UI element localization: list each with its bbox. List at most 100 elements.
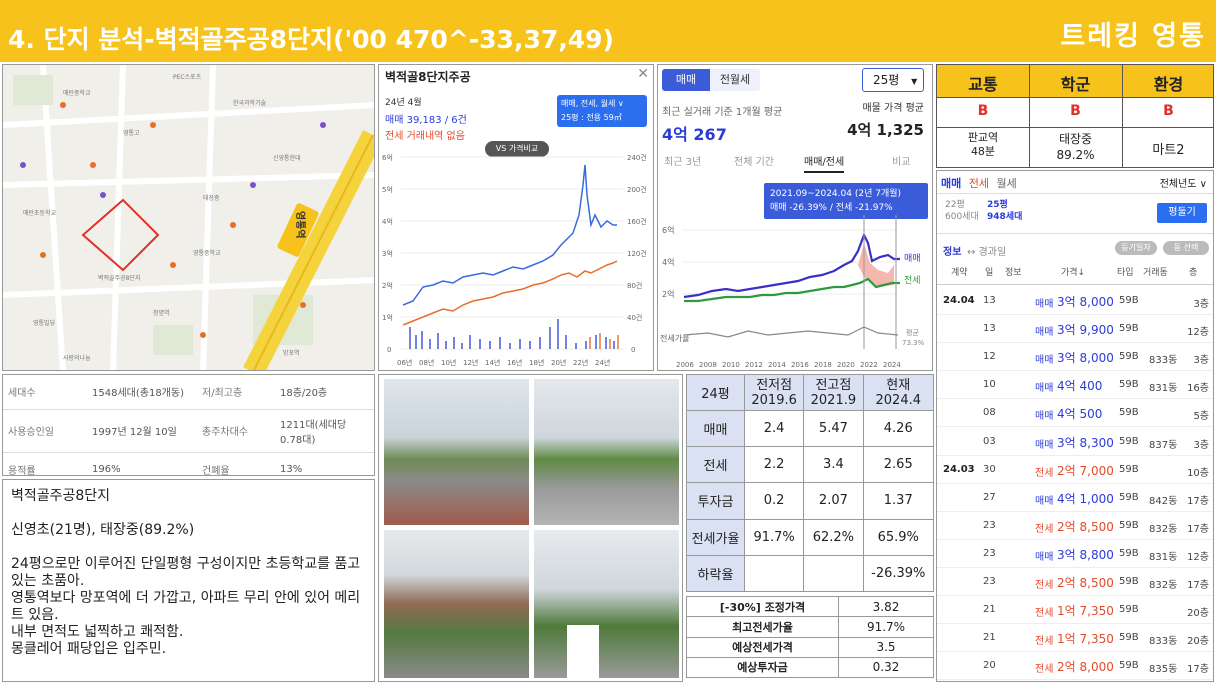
trade-row[interactable]: 23 전세 2억 8,500 59B 832동 17층 — [937, 568, 1213, 596]
x-tick: 08년 — [419, 358, 434, 367]
trade-row[interactable]: 23 전세 2억 8,500 59B 832동 17층 — [937, 512, 1213, 540]
trade-row[interactable]: 08 매매 4억 500 59B 5층 — [937, 399, 1213, 428]
trade-kind: 전세 — [1035, 608, 1054, 620]
size-option-25[interactable]: 25평 948세대 — [987, 199, 1022, 223]
trade-row[interactable]: 21 전세 1억 7,350 59B 20층 — [937, 596, 1213, 625]
trade-row[interactable]: 13 매매 3억 9,900 59B 12층 — [937, 315, 1213, 344]
size-option-22[interactable]: 22평 600세대 — [945, 199, 979, 223]
price-chart-title: 벽적골8단지주공 — [385, 70, 471, 84]
trade-dong: 831동 — [1149, 551, 1178, 563]
trade-dong: 835동 — [1149, 664, 1178, 676]
y2-tick: 40건 — [627, 313, 642, 322]
y-tick: 1억 — [382, 314, 393, 322]
trade-row[interactable]: 24.04 13 매매 3억 8,000 59B 3층 — [937, 287, 1213, 315]
photo-street-1[interactable] — [384, 379, 529, 525]
price-cell: 4.26 — [862, 409, 934, 448]
trade-day: 21 — [983, 632, 996, 644]
trade-price: 4억 500 — [1057, 407, 1103, 422]
trade-kind: 매매 — [1035, 495, 1054, 507]
photo-building-3[interactable] — [384, 530, 529, 678]
price-cell — [743, 554, 805, 593]
trade-row[interactable]: 23 매매 3억 8,800 59B 831동 12층 — [937, 540, 1213, 568]
tab-trade-buy[interactable]: 매매 — [941, 177, 962, 190]
trade-kind: 전세 — [1035, 580, 1054, 591]
trade-day: 20 — [983, 660, 996, 672]
trade-type-dropdown[interactable]: 매매, 전세, 월세 ∨ 25평 : 전용 59㎡ — [557, 95, 647, 127]
swap-days-label[interactable]: ↔ 경과일 — [967, 247, 1007, 258]
price-summary: 매매 39,183 / 6건 — [385, 115, 467, 126]
trade-floor: 16층 — [1187, 383, 1209, 395]
x-tick: 2016 — [791, 361, 809, 369]
year-filter[interactable]: 전체년도 ∨ — [1159, 179, 1207, 190]
info-value: 1997년 12월 10일 — [87, 409, 197, 453]
tooltip-period: 2021.09~2024.04 (2년 7개월) — [770, 189, 902, 199]
tab-rent[interactable]: 전월세 — [710, 69, 760, 91]
price-cell: -26.39% — [862, 554, 934, 593]
price-row-label: 전세가율 — [686, 518, 745, 556]
map-panel[interactable]: PEC스포츠 매탄중학교 한국과학기술 영통고 신영통현대 매탄초등학교 영통중… — [2, 64, 375, 371]
tab-all-period[interactable]: 전체 기간 — [734, 157, 774, 168]
buy-price-line — [402, 164, 617, 306]
trade-tabs: 매매 전세 월세 — [941, 175, 1017, 191]
trade-type: 59B — [1119, 660, 1139, 672]
info-key: 용적률 — [3, 452, 87, 475]
summary-value: 91.7% — [838, 616, 934, 638]
map-label: 망포역 — [283, 349, 300, 357]
trade-row[interactable]: 10 매매 4억 400 59B 831동 16층 — [937, 371, 1213, 400]
trade-dong: 833동 — [1149, 636, 1178, 648]
photo-building-4[interactable] — [534, 530, 679, 678]
ask-avg-label: 매물 가격 평균 — [862, 103, 924, 114]
tab-recent-3y[interactable]: 최근 3년 — [664, 157, 702, 168]
photos-panel — [378, 374, 683, 682]
units-label: 600세대 — [945, 212, 979, 222]
avg-value: 73.3% — [902, 339, 925, 347]
chip-register-date[interactable]: 등기일자 — [1115, 241, 1157, 255]
trade-row[interactable]: 12 매매 3억 8,000 59B 833동 3층 — [937, 343, 1213, 372]
tab-buy-rent[interactable]: 매매/전세 — [804, 153, 845, 173]
trade-row[interactable]: 27 매매 4억 1,000 59B 842동 17층 — [937, 484, 1213, 512]
y2-tick: 0 — [631, 346, 635, 354]
tab-buy[interactable]: 매매 — [662, 69, 710, 91]
trend-buy-line — [683, 232, 900, 299]
y-tick: 2억 — [382, 282, 393, 290]
trade-row[interactable]: 20 전세 2억 8,000 59B 835동 17층 — [937, 652, 1213, 681]
size-select[interactable]: 25평 ▼ — [862, 68, 924, 92]
trade-day: 23 — [983, 547, 996, 559]
vs-compare-button[interactable]: VS 가격비교 — [485, 141, 549, 157]
tab-compare[interactable]: 비교 — [892, 157, 911, 168]
price-row-label: 하락율 — [686, 554, 745, 593]
map-label: 매탄초등학교 — [23, 209, 57, 217]
trade-price: 3억 8,800 — [1057, 547, 1114, 562]
close-icon[interactable]: ✕ — [637, 66, 649, 82]
dropdown-line1: 매매, 전세, 월세 ∨ — [561, 99, 624, 108]
trade-day: 27 — [983, 491, 996, 503]
avg-label: 평균 — [906, 328, 919, 337]
price-cell — [803, 554, 864, 593]
trade-day: 23 — [983, 519, 996, 531]
plan-button[interactable]: 평둘기 — [1157, 203, 1207, 223]
size-label: 25평 — [987, 200, 1008, 210]
x-tick: 20년 — [551, 358, 566, 367]
chip-dong-select[interactable]: 동 선택 — [1163, 241, 1209, 255]
trade-row[interactable]: 21 전세 1억 7,350 59B 833동 20층 — [937, 624, 1213, 653]
trade-price: 4억 1,000 — [1057, 491, 1114, 506]
trade-row[interactable]: 03 매매 3억 8,300 59B 837동 3층 — [937, 428, 1213, 456]
trade-day: 13 — [983, 323, 996, 335]
price-cell: 0.2 — [743, 482, 805, 520]
trade-dong: 837동 — [1149, 439, 1178, 451]
rating-grade: B — [1163, 103, 1174, 119]
price-row: 투자금 0.2 2.07 1.37 — [686, 482, 934, 520]
price-chart-svg: 6억 5억 4억 3억 2억 1억 0 240건 200건 160건 120건 … — [382, 153, 647, 367]
map-canvas[interactable]: PEC스포츠 매탄중학교 한국과학기술 영통고 신영통현대 매탄초등학교 영통중… — [3, 65, 375, 371]
trade-price: 2억 8,000 — [1057, 660, 1114, 675]
trade-type: 59B — [1119, 519, 1139, 531]
recent-avg-label: 최근 실거래 기준 1개월 평균 — [662, 107, 783, 118]
rating-detail: 판교역 48분 — [967, 131, 999, 158]
map-label: 영통중학교 — [193, 249, 221, 257]
map-label: 사랑의나눔 — [63, 354, 91, 362]
photo-street-2[interactable] — [534, 379, 679, 525]
y-tick: 4억 — [382, 218, 393, 226]
tab-trade-rent[interactable]: 전세 — [968, 177, 989, 190]
tab-trade-monthly[interactable]: 월세 — [996, 177, 1017, 190]
trade-row[interactable]: 24.03 30 전세 2억 7,000 59B 10층 — [937, 456, 1213, 484]
